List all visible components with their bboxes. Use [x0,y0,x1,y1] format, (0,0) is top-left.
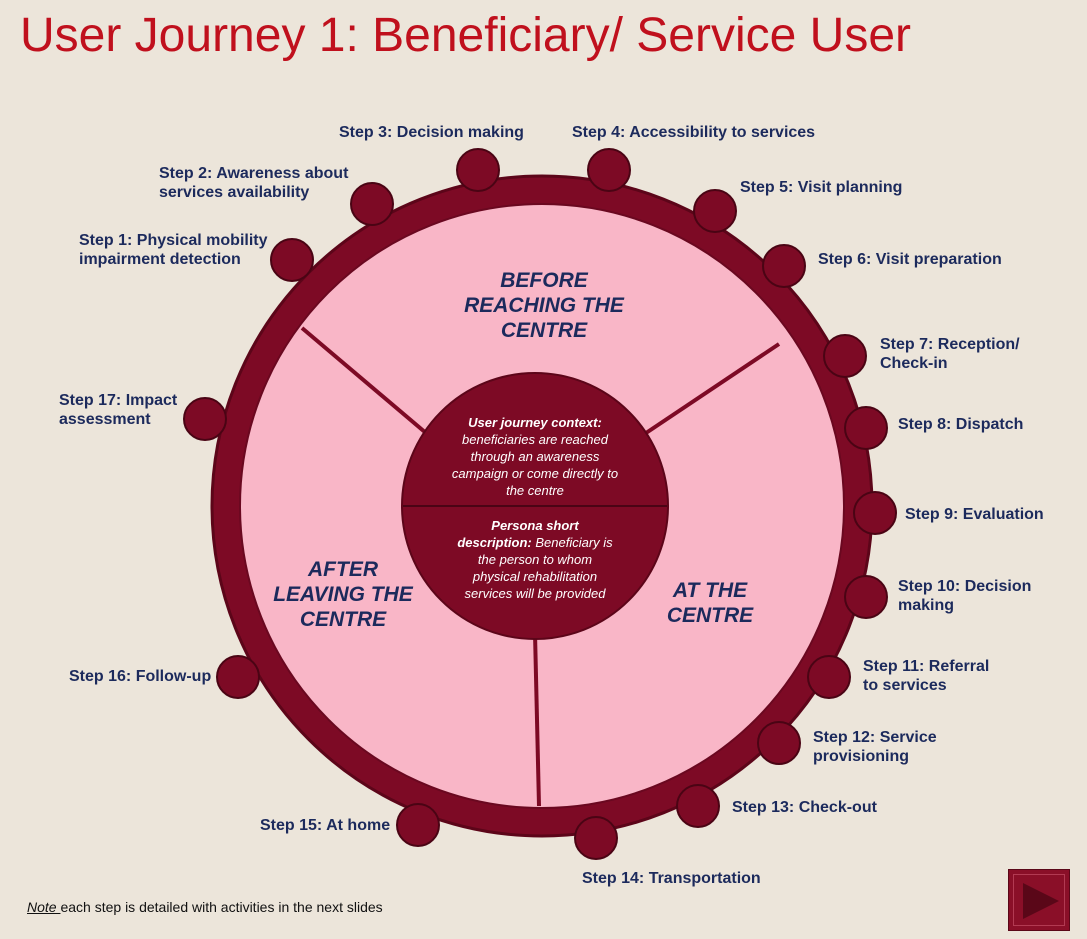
step-node-10 [844,575,888,619]
step-17-line2: assessment [59,411,151,428]
step-6-line1: Step 6: Visit preparation [818,251,1002,268]
step-label-5: Step 5: Visit planning [740,178,902,197]
persona-line5: services will be provided [464,586,606,601]
step-node-15 [396,803,440,847]
step-node-6 [762,244,806,288]
step-7-line2: Check-in [880,355,948,372]
note-prefix: Note [27,899,61,915]
step-node-17 [183,397,227,441]
divider-right [644,342,781,435]
step-12-line1: Step 12: Service [813,729,937,746]
step-label-13: Step 13: Check-out [732,798,877,817]
footnote: Note each step is detailed with activiti… [27,899,383,915]
phase-before-line1: BEFORE [500,269,588,292]
phase-at-line2: CENTRE [666,604,754,627]
step-label-7: Step 7: Reception/ Check-in [880,335,1020,373]
step-2-line2: services availability [159,184,310,201]
step-label-11: Step 11: Referral to services [863,657,989,695]
step-14-line1: Step 14: Transportation [582,870,761,887]
context-line4: the centre [506,483,564,498]
step-15-line1: Step 15: At home [260,817,391,834]
step-2-line1: Step 2: Awareness about [159,165,349,182]
persona-line2-rest: Beneficiary is [531,535,613,550]
step-13-line1: Step 13: Check-out [732,799,877,816]
step-label-12: Step 12: Service provisioning [813,728,937,766]
step-label-4: Step 4: Accessibility to services [572,123,815,142]
divider-bottom [533,632,541,807]
phase-after-line2: LEAVING THE [273,583,413,606]
step-node-13 [676,784,720,828]
step-label-16: Step 16: Follow-up [69,667,211,686]
step-node-2 [350,182,394,226]
step-10-line1: Step 10: Decision [898,578,1032,595]
step-label-10: Step 10: Decision making [898,577,1031,615]
context-label: User journey context: [468,415,602,430]
phase-before-line2: REACHING THE [464,294,624,317]
phase-before-line3: CENTRE [500,319,588,342]
phase-after-label: AFTER LEAVING THE CENTRE [258,557,428,632]
step-8-line1: Step 8: Dispatch [898,416,1024,433]
step-label-6: Step 6: Visit preparation [818,250,1002,269]
phase-after-line3: CENTRE [299,608,387,631]
step-node-7 [823,334,867,378]
context-line3: campaign or come directly to [451,466,619,481]
phase-at-line1: AT THE [672,579,748,602]
step-label-2: Step 2: Awareness about services availab… [159,164,348,202]
step-1-line2: impairment detection [79,251,241,268]
persona-line4: physical rehabilitation [472,569,598,584]
step-12-line2: provisioning [813,748,909,765]
step-label-17: Step 17: Impact assessment [59,391,177,429]
step-1-line1: Step 1: Physical mobility [79,232,268,249]
phase-before-label: BEFORE REACHING THE CENTRE [444,268,644,343]
step-node-14 [574,816,618,860]
step-label-3: Step 3: Decision making [339,123,524,142]
context-line2: through an awareness [470,449,600,464]
step-17-line1: Step 17: Impact [59,392,178,409]
divider-left [300,326,428,435]
persona-description: Persona short description: Beneficiary i… [425,517,645,602]
step-node-1 [270,238,314,282]
step-node-12 [757,721,801,765]
page-title: User Journey 1: Beneficiary/ Service Use… [20,9,911,62]
step-node-3 [456,148,500,192]
step-11-line1: Step 11: Referral [863,658,990,675]
step-7-line1: Step 7: Reception/ [880,336,1020,353]
step-9-line1: Step 9: Evaluation [905,506,1044,523]
phase-after-line1: AFTER [308,558,378,581]
step-node-4 [587,148,631,192]
step-node-11 [807,655,851,699]
step-label-8: Step 8: Dispatch [898,415,1023,434]
next-slide-button[interactable] [1008,869,1070,931]
step-label-9: Step 9: Evaluation [905,505,1044,524]
step-node-5 [693,189,737,233]
step-node-9 [853,491,897,535]
step-5-line1: Step 5: Visit planning [740,179,903,196]
step-16-line1: Step 16: Follow-up [69,668,212,685]
persona-label-line2: description: [457,535,532,550]
step-label-15: Step 15: At home [260,816,390,835]
step-nodes [183,148,897,860]
step-label-14: Step 14: Transportation [582,869,761,888]
persona-label-line1: Persona short [491,518,579,533]
note-text: each step is detailed with activities in… [60,899,383,915]
step-10-line2: making [898,597,955,614]
step-11-line2: to services [863,677,947,694]
step-label-1: Step 1: Physical mobility impairment det… [79,231,268,269]
step-4-line1: Step 4: Accessibility to services [572,124,816,141]
play-triangle-icon [1023,883,1059,919]
step-3-line1: Step 3: Decision making [339,124,524,141]
context-line1: beneficiaries are reached [462,432,608,447]
journey-context: User journey context: beneficiaries are … [425,414,645,499]
persona-line3: the person to whom [477,552,593,567]
phase-at-label: AT THE CENTRE [640,578,780,628]
next-slide-button-frame [1013,874,1065,926]
step-node-16 [216,655,260,699]
step-node-8 [844,406,888,450]
